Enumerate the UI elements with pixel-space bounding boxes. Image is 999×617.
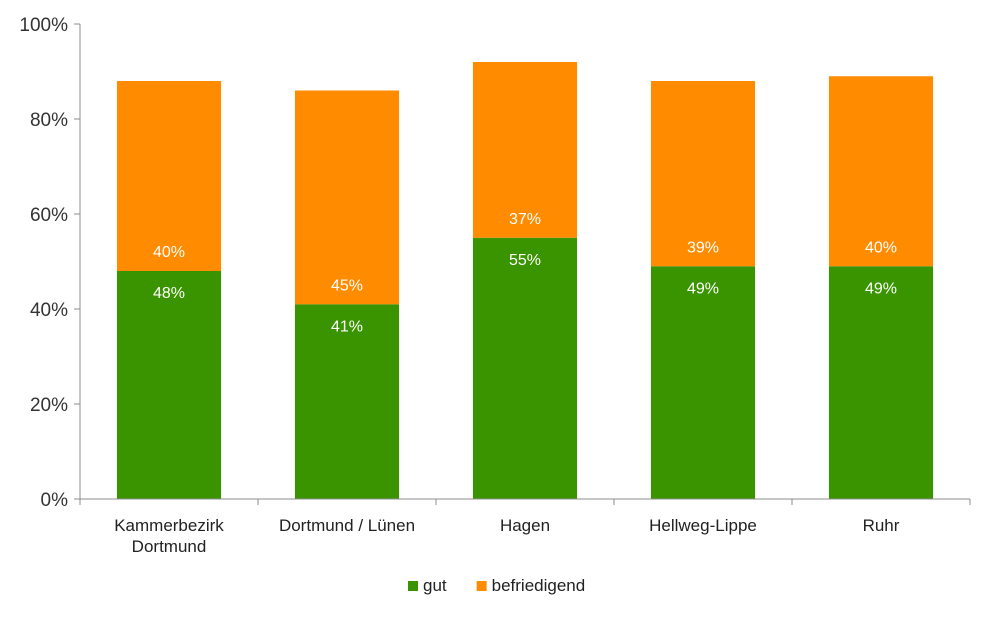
- y-tick-label: 60%: [30, 205, 68, 226]
- data-label: 49%: [687, 280, 719, 297]
- data-label: 40%: [153, 244, 185, 261]
- bar-befriedigend: [828, 76, 934, 267]
- y-tick-label: 20%: [30, 395, 68, 416]
- y-axis: 0% 20% 40% 60% 80% 100%: [19, 15, 81, 511]
- bar-gut: [294, 304, 400, 499]
- y-tick-label: 40%: [30, 300, 68, 321]
- x-category-label: Dortmund: [132, 537, 207, 556]
- bar-gut: [116, 271, 222, 499]
- bar-befriedigend: [294, 90, 400, 305]
- legend: gut befriedigend: [408, 576, 585, 595]
- data-label: 45%: [331, 277, 363, 294]
- legend-label: befriedigend: [492, 576, 586, 595]
- y-tick-label: 100%: [19, 15, 68, 36]
- bar-gut: [472, 237, 578, 499]
- bar-gut: [650, 266, 756, 499]
- legend-swatch: [408, 581, 418, 591]
- data-label: 37%: [509, 211, 541, 228]
- bar-befriedigend: [650, 81, 756, 267]
- x-axis: Kammerbezirk Dortmund Dortmund / Lünen Hage…: [79, 498, 971, 556]
- data-label: 55%: [509, 252, 541, 269]
- x-category-label: Hagen: [500, 516, 550, 535]
- y-tick-label: 80%: [30, 110, 68, 131]
- data-label: 48%: [153, 285, 185, 302]
- x-category-label: Ruhr: [863, 516, 900, 535]
- bars: 48% 40% 41% 45% 55% 37% 49% 39% 49% 40%: [116, 62, 934, 499]
- bar-befriedigend: [116, 81, 222, 271]
- legend-label: gut: [423, 576, 447, 595]
- data-label: 49%: [865, 280, 897, 297]
- bar-befriedigend: [472, 62, 578, 238]
- data-label: 39%: [687, 239, 719, 256]
- legend-swatch: [476, 581, 487, 591]
- data-label: 41%: [331, 318, 363, 335]
- y-tick-label: 0%: [41, 490, 69, 511]
- bar-gut: [828, 266, 934, 499]
- x-category-label: Hellweg-Lippe: [649, 516, 757, 535]
- data-label: 40%: [865, 239, 897, 256]
- x-category-label: Dortmund / Lünen: [279, 516, 415, 535]
- x-category-label: Kammerbezirk: [114, 516, 224, 535]
